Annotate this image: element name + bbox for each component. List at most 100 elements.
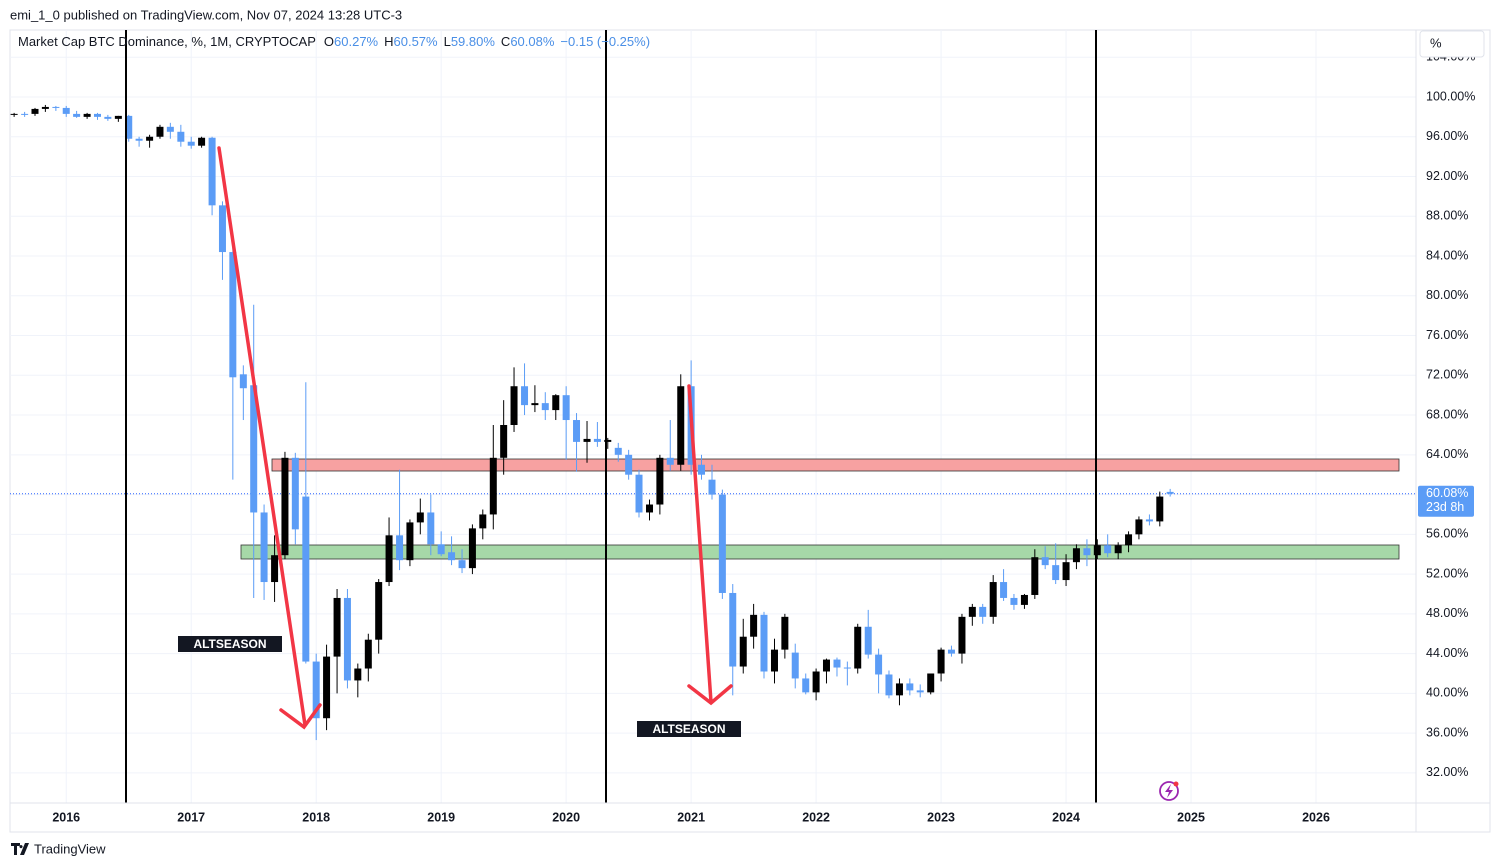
legend-change: −0.15 (−0.25%) xyxy=(560,34,650,49)
footer: TradingView xyxy=(34,841,106,856)
candle-body xyxy=(166,126,174,132)
candle-body xyxy=(1135,519,1143,535)
y-tick-label: 76.00% xyxy=(1426,328,1468,342)
candle-body xyxy=(989,582,997,617)
last-price-label: 60.08% xyxy=(1426,486,1468,500)
candle-body xyxy=(958,616,966,654)
annotation-box xyxy=(637,721,741,737)
candle-body xyxy=(1041,557,1049,566)
candle-body xyxy=(208,137,216,206)
candle-body xyxy=(625,454,633,475)
candle-body xyxy=(573,420,581,442)
unit-button[interactable] xyxy=(1419,30,1485,58)
candle-body xyxy=(677,386,685,465)
candle-body xyxy=(396,535,404,561)
candle-body xyxy=(187,141,195,146)
candle-body xyxy=(239,374,247,389)
candle-body xyxy=(458,560,466,569)
candle-body xyxy=(521,386,529,406)
candle-body xyxy=(541,403,549,411)
candle-body xyxy=(760,614,768,672)
candle-body xyxy=(885,674,893,696)
candle-body xyxy=(635,474,643,513)
event-icon[interactable] xyxy=(1159,781,1179,801)
footer-logo xyxy=(11,843,29,855)
countdown: 23d 8h xyxy=(1426,500,1464,514)
candle-body xyxy=(968,606,976,617)
header: emi_1_0 published on TradingView.com, No… xyxy=(10,7,402,22)
candle-body xyxy=(646,504,654,513)
candle-body xyxy=(260,512,268,583)
y-tick-label: 92.00% xyxy=(1426,169,1468,183)
candle-body xyxy=(1052,565,1060,581)
candle-body xyxy=(739,636,747,667)
candle-body xyxy=(614,447,622,455)
resistance-zone xyxy=(271,458,1400,472)
candle-body xyxy=(156,126,164,137)
arrow xyxy=(687,384,733,706)
candle-body xyxy=(510,386,518,425)
candle-body xyxy=(250,385,258,513)
annotation: ALTSEASON xyxy=(652,722,725,736)
last-price-box xyxy=(1418,485,1474,517)
candle-body xyxy=(1104,545,1112,554)
legend-title: Market Cap BTC Dominance, %, 1M, CRYPTOC… xyxy=(18,34,316,49)
candle-body xyxy=(271,555,279,583)
x-tick-label: 2024 xyxy=(1052,810,1080,824)
event-dot xyxy=(1173,781,1179,787)
legend-value: 59.80% xyxy=(451,34,496,49)
candle-body xyxy=(791,652,799,679)
candle-body xyxy=(52,106,60,108)
candle-body xyxy=(385,535,393,583)
candle-body xyxy=(937,649,945,674)
candle-body xyxy=(604,439,612,442)
candle-body xyxy=(927,673,935,693)
candle-body xyxy=(729,592,737,667)
legend-key: L xyxy=(444,34,451,49)
candle-body xyxy=(1083,548,1091,556)
candle-body xyxy=(750,614,758,637)
candle-body xyxy=(218,205,226,253)
y-tick-label: 56.00% xyxy=(1426,527,1468,541)
y-tick-label: 40.00% xyxy=(1426,686,1468,700)
candle-body xyxy=(416,512,424,523)
candle-body xyxy=(291,457,299,530)
candle-body xyxy=(531,403,539,406)
y-tick-label: 36.00% xyxy=(1426,725,1468,739)
y-tick-label: 32.00% xyxy=(1426,765,1468,779)
x-tick-label: 2019 xyxy=(427,810,455,824)
candle-body xyxy=(895,683,903,696)
candle-body xyxy=(93,113,101,117)
arrow xyxy=(217,146,322,730)
candle-body xyxy=(708,479,716,495)
candle-body xyxy=(10,113,18,115)
candle-body xyxy=(843,667,851,669)
candle-body xyxy=(1145,519,1153,522)
candle-body xyxy=(979,606,987,617)
candle-body xyxy=(83,113,91,117)
candle-body xyxy=(1125,534,1133,546)
legend-value: 60.08% xyxy=(510,34,555,49)
candle-body xyxy=(1072,548,1080,563)
y-tick-label: 96.00% xyxy=(1426,129,1468,143)
candle-body xyxy=(718,494,726,593)
candle-body xyxy=(448,552,456,561)
y-tick-label: 88.00% xyxy=(1426,209,1468,223)
candle-body xyxy=(323,656,331,719)
x-tick-label: 2021 xyxy=(677,810,705,824)
support-zone xyxy=(240,544,1400,560)
candle-body xyxy=(875,654,883,675)
candle-body xyxy=(1010,597,1018,605)
candle-body xyxy=(1062,562,1070,581)
candle-body xyxy=(125,115,133,139)
candle-body xyxy=(406,522,414,561)
candle-body xyxy=(1093,545,1101,556)
x-tick-label: 2016 xyxy=(52,810,80,824)
chart-frame xyxy=(9,29,1491,833)
overlay: ALTSEASON ALTSEASON xyxy=(125,30,1179,803)
y-tick-label: 68.00% xyxy=(1426,407,1468,421)
x-tick-label: 2020 xyxy=(552,810,580,824)
candle-body xyxy=(666,457,674,465)
candle-body xyxy=(906,683,914,691)
candle-body xyxy=(229,252,237,378)
